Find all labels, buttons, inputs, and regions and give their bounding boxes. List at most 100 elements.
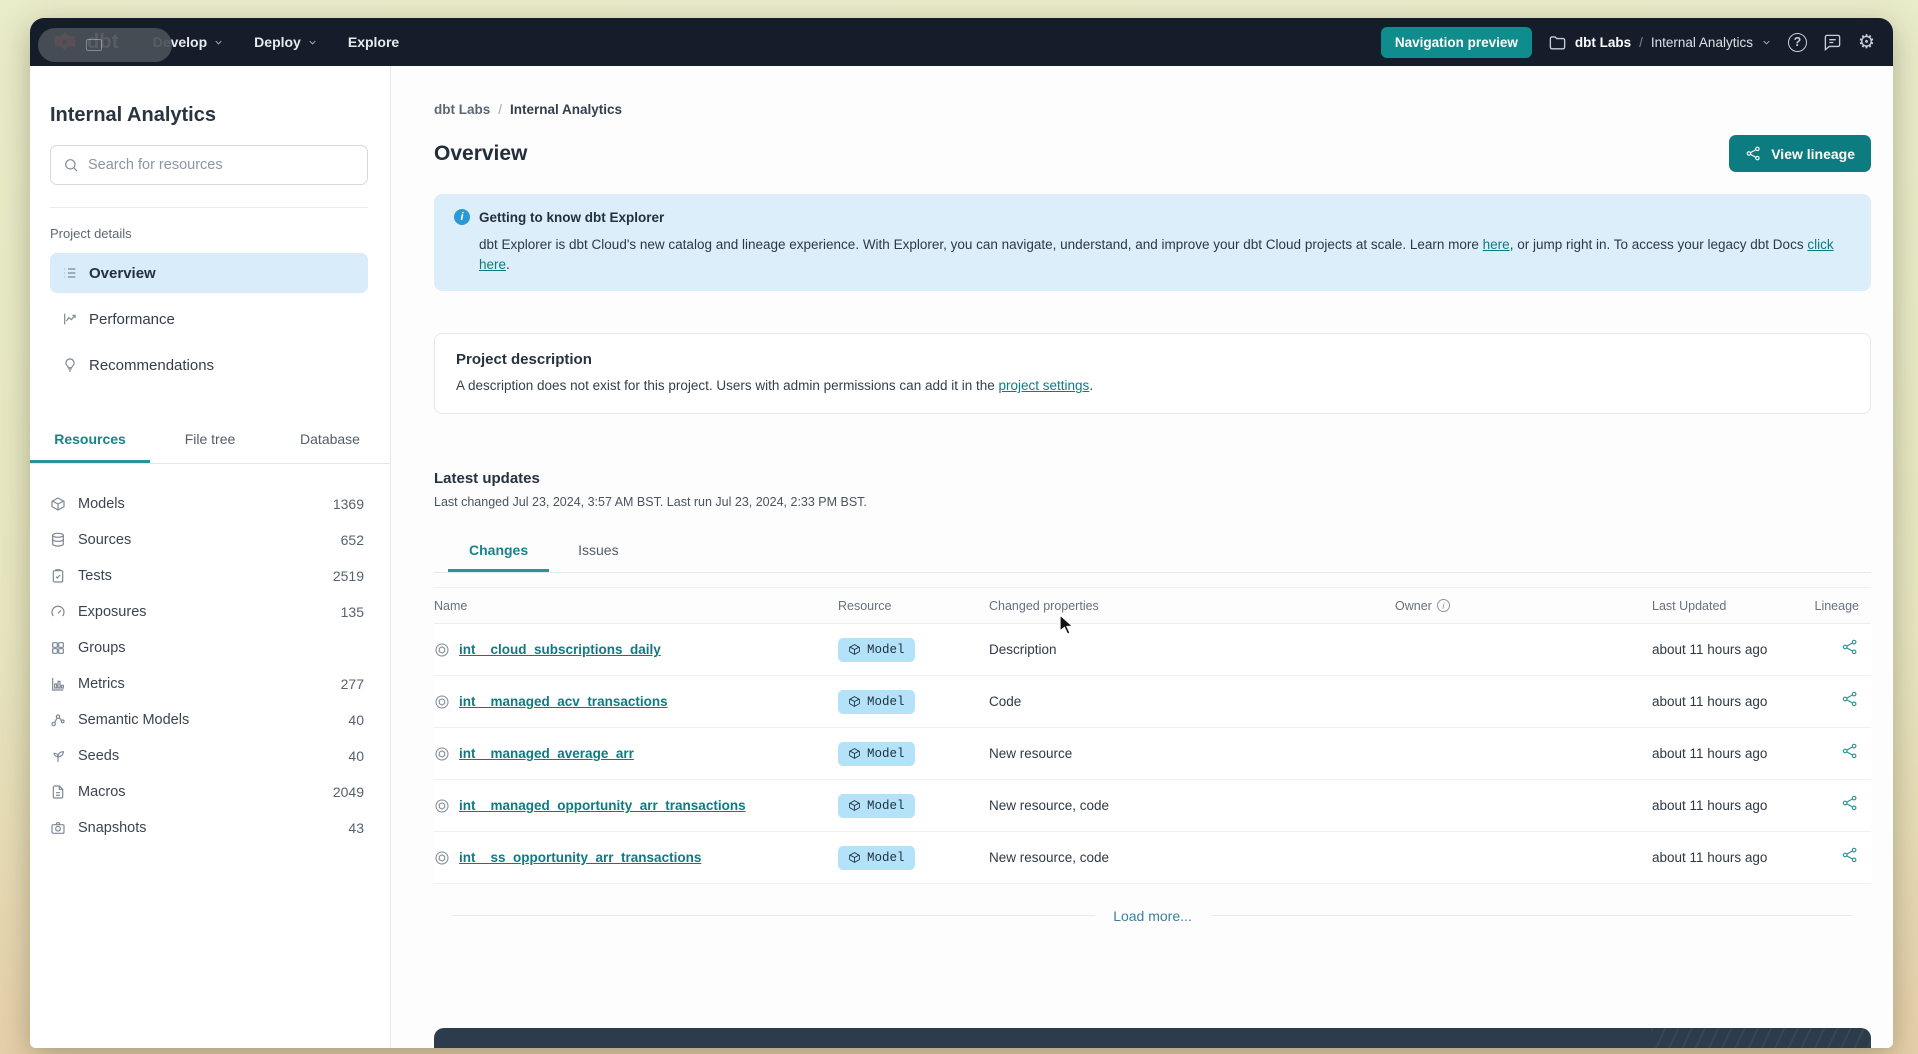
sidebar-project-title: Internal Analytics — [50, 104, 216, 126]
learn-more-link[interactable]: here — [1482, 237, 1510, 252]
search-box[interactable] — [50, 145, 368, 185]
nav-explore[interactable]: Explore — [347, 34, 400, 50]
search-input[interactable] — [88, 157, 355, 173]
load-more-link[interactable]: Load more... — [1095, 908, 1210, 925]
chevron-down-icon — [215, 40, 222, 45]
table-row: int__ss_opportunity_arr_transactions Mod… — [434, 832, 1871, 885]
lineage-icon — [1842, 847, 1857, 863]
resource-item-sources[interactable]: Sources 652 — [50, 522, 364, 558]
lineage-icon — [1842, 743, 1857, 759]
model-link[interactable]: int__managed_average_arr — [459, 746, 634, 762]
project-description-title: Project description — [456, 351, 592, 369]
top-header: dbt Develop Deploy Explore Navigation pr… — [30, 18, 1893, 66]
project-details-label: Project details — [50, 226, 132, 241]
row-lineage-button[interactable] — [1841, 742, 1859, 765]
resource-item-snapshots[interactable]: Snapshots 43 — [50, 810, 364, 846]
resource-item-exposures[interactable]: Exposures 135 — [50, 594, 364, 630]
sidebar-item-performance[interactable]: Performance — [50, 299, 368, 339]
resource-item-metrics[interactable]: Metrics 277 — [50, 666, 364, 702]
semantic-graph-icon — [51, 714, 65, 727]
model-link[interactable]: int__cloud_subscriptions_daily — [459, 642, 661, 658]
seedling-icon — [53, 751, 64, 762]
view-lineage-button[interactable]: View lineage — [1729, 135, 1871, 172]
col-changed-properties: Changed properties — [989, 598, 1099, 613]
model-node-icon — [435, 643, 449, 657]
owner-info-icon[interactable]: i — [1436, 599, 1450, 613]
search-icon — [65, 159, 78, 172]
account-breadcrumb[interactable]: dbt Labs / Internal Analytics — [1548, 33, 1772, 52]
camera-icon — [51, 822, 65, 834]
changes-table: Name Resource Changed properties Owner i… — [434, 587, 1871, 936]
resource-count: 2519 — [332, 568, 364, 584]
line-chart-icon — [64, 313, 76, 325]
project-settings-link[interactable]: project settings — [998, 378, 1090, 394]
clipboard-icon — [52, 569, 64, 583]
feedback-icon[interactable] — [1823, 33, 1842, 52]
lineage-icon — [1746, 146, 1760, 161]
lineage-icon — [1842, 639, 1857, 655]
lineage-icon — [1842, 691, 1857, 707]
app-window: dbt Develop Deploy Explore Navigation pr… — [30, 18, 1893, 1048]
navigation-preview-button[interactable]: Navigation preview — [1380, 26, 1532, 58]
sidebar-item-overview[interactable]: Overview — [50, 253, 368, 293]
lineage-icon — [1842, 795, 1857, 811]
breadcrumb-project: Internal Analytics — [510, 102, 623, 117]
model-link[interactable]: int__managed_opportunity_arr_transaction… — [459, 798, 746, 814]
resource-badge: Model — [838, 793, 915, 818]
col-lineage: Lineage — [1814, 598, 1860, 613]
account-name: dbt Labs — [1574, 34, 1632, 50]
main-content: dbt Labs / Internal Analytics Overview V… — [391, 66, 1893, 1048]
resource-count: 135 — [340, 604, 364, 620]
model-node-icon — [435, 851, 449, 865]
nav-deploy[interactable]: Deploy — [254, 34, 318, 50]
resource-item-groups[interactable]: Groups — [50, 630, 364, 666]
table-row: int__managed_opportunity_arr_transaction… — [434, 780, 1871, 833]
model-link[interactable]: int__ss_opportunity_arr_transactions — [459, 850, 702, 866]
project-description-card: Project description A description does n… — [434, 333, 1871, 415]
resource-item-seeds[interactable]: Seeds 40 — [50, 738, 364, 774]
changed-properties: New resource, code — [989, 850, 1110, 866]
row-lineage-button[interactable] — [1841, 846, 1859, 869]
last-updated: about 11 hours ago — [1652, 746, 1768, 762]
latest-updates-title: Latest updates — [434, 470, 540, 488]
resource-count: 40 — [348, 748, 364, 764]
resource-item-macros[interactable]: Macros 2049 — [50, 774, 364, 810]
resource-item-semantic-models[interactable]: Semantic Models 40 — [50, 702, 364, 738]
resource-count: 652 — [340, 532, 364, 548]
last-updated: about 11 hours ago — [1652, 798, 1768, 814]
row-lineage-button[interactable] — [1841, 638, 1859, 661]
cube-icon — [849, 852, 860, 863]
tab-changes[interactable]: Changes — [448, 533, 550, 573]
resource-item-models[interactable]: Models 1369 — [50, 486, 364, 522]
resource-badge: Model — [838, 845, 915, 870]
info-banner-body: dbt Explorer is dbt Cloud's new catalog … — [479, 237, 1834, 272]
page-title: Overview — [434, 141, 528, 165]
resource-count: 43 — [348, 820, 364, 836]
last-updated: about 11 hours ago — [1652, 850, 1768, 866]
latest-updates-timestamps: Last changed Jul 23, 2024, 3:57 AM BST. … — [434, 495, 867, 510]
breadcrumb-account[interactable]: dbt Labs — [434, 102, 491, 117]
resource-badge: Model — [838, 741, 915, 766]
tab-file-tree[interactable]: File tree — [184, 431, 236, 447]
sidebar-item-recommendations[interactable]: Recommendations — [50, 345, 368, 385]
folder-icon — [1549, 35, 1566, 50]
sidebar: Internal Analytics Project details Overv… — [30, 66, 391, 1048]
lineage-promo-banner[interactable]: Visualize how your data flows — [434, 1028, 1871, 1048]
col-last-updated: Last Updated — [1652, 598, 1727, 613]
help-icon[interactable]: ? — [1787, 32, 1807, 52]
legacy-docs-link[interactable]: click here — [479, 237, 1834, 272]
resource-item-tests[interactable]: Tests 2519 — [50, 558, 364, 594]
cube-icon — [849, 644, 860, 655]
chevron-down-icon — [1763, 40, 1770, 45]
explorer-info-banner: i Getting to know dbt Explorer dbt Explo… — [434, 194, 1871, 292]
tab-database[interactable]: Database — [300, 431, 360, 447]
load-more-row: Load more... — [434, 896, 1871, 936]
gear-icon[interactable]: ⚙ — [1857, 30, 1875, 53]
row-lineage-button[interactable] — [1841, 690, 1859, 713]
resource-count: 277 — [340, 676, 364, 692]
model-link[interactable]: int__managed_acv_transactions — [459, 694, 668, 710]
gauge-icon — [51, 605, 65, 617]
row-lineage-button[interactable] — [1841, 794, 1859, 817]
tab-resources[interactable]: Resources — [30, 419, 150, 463]
tab-issues[interactable]: Issues — [578, 542, 619, 559]
